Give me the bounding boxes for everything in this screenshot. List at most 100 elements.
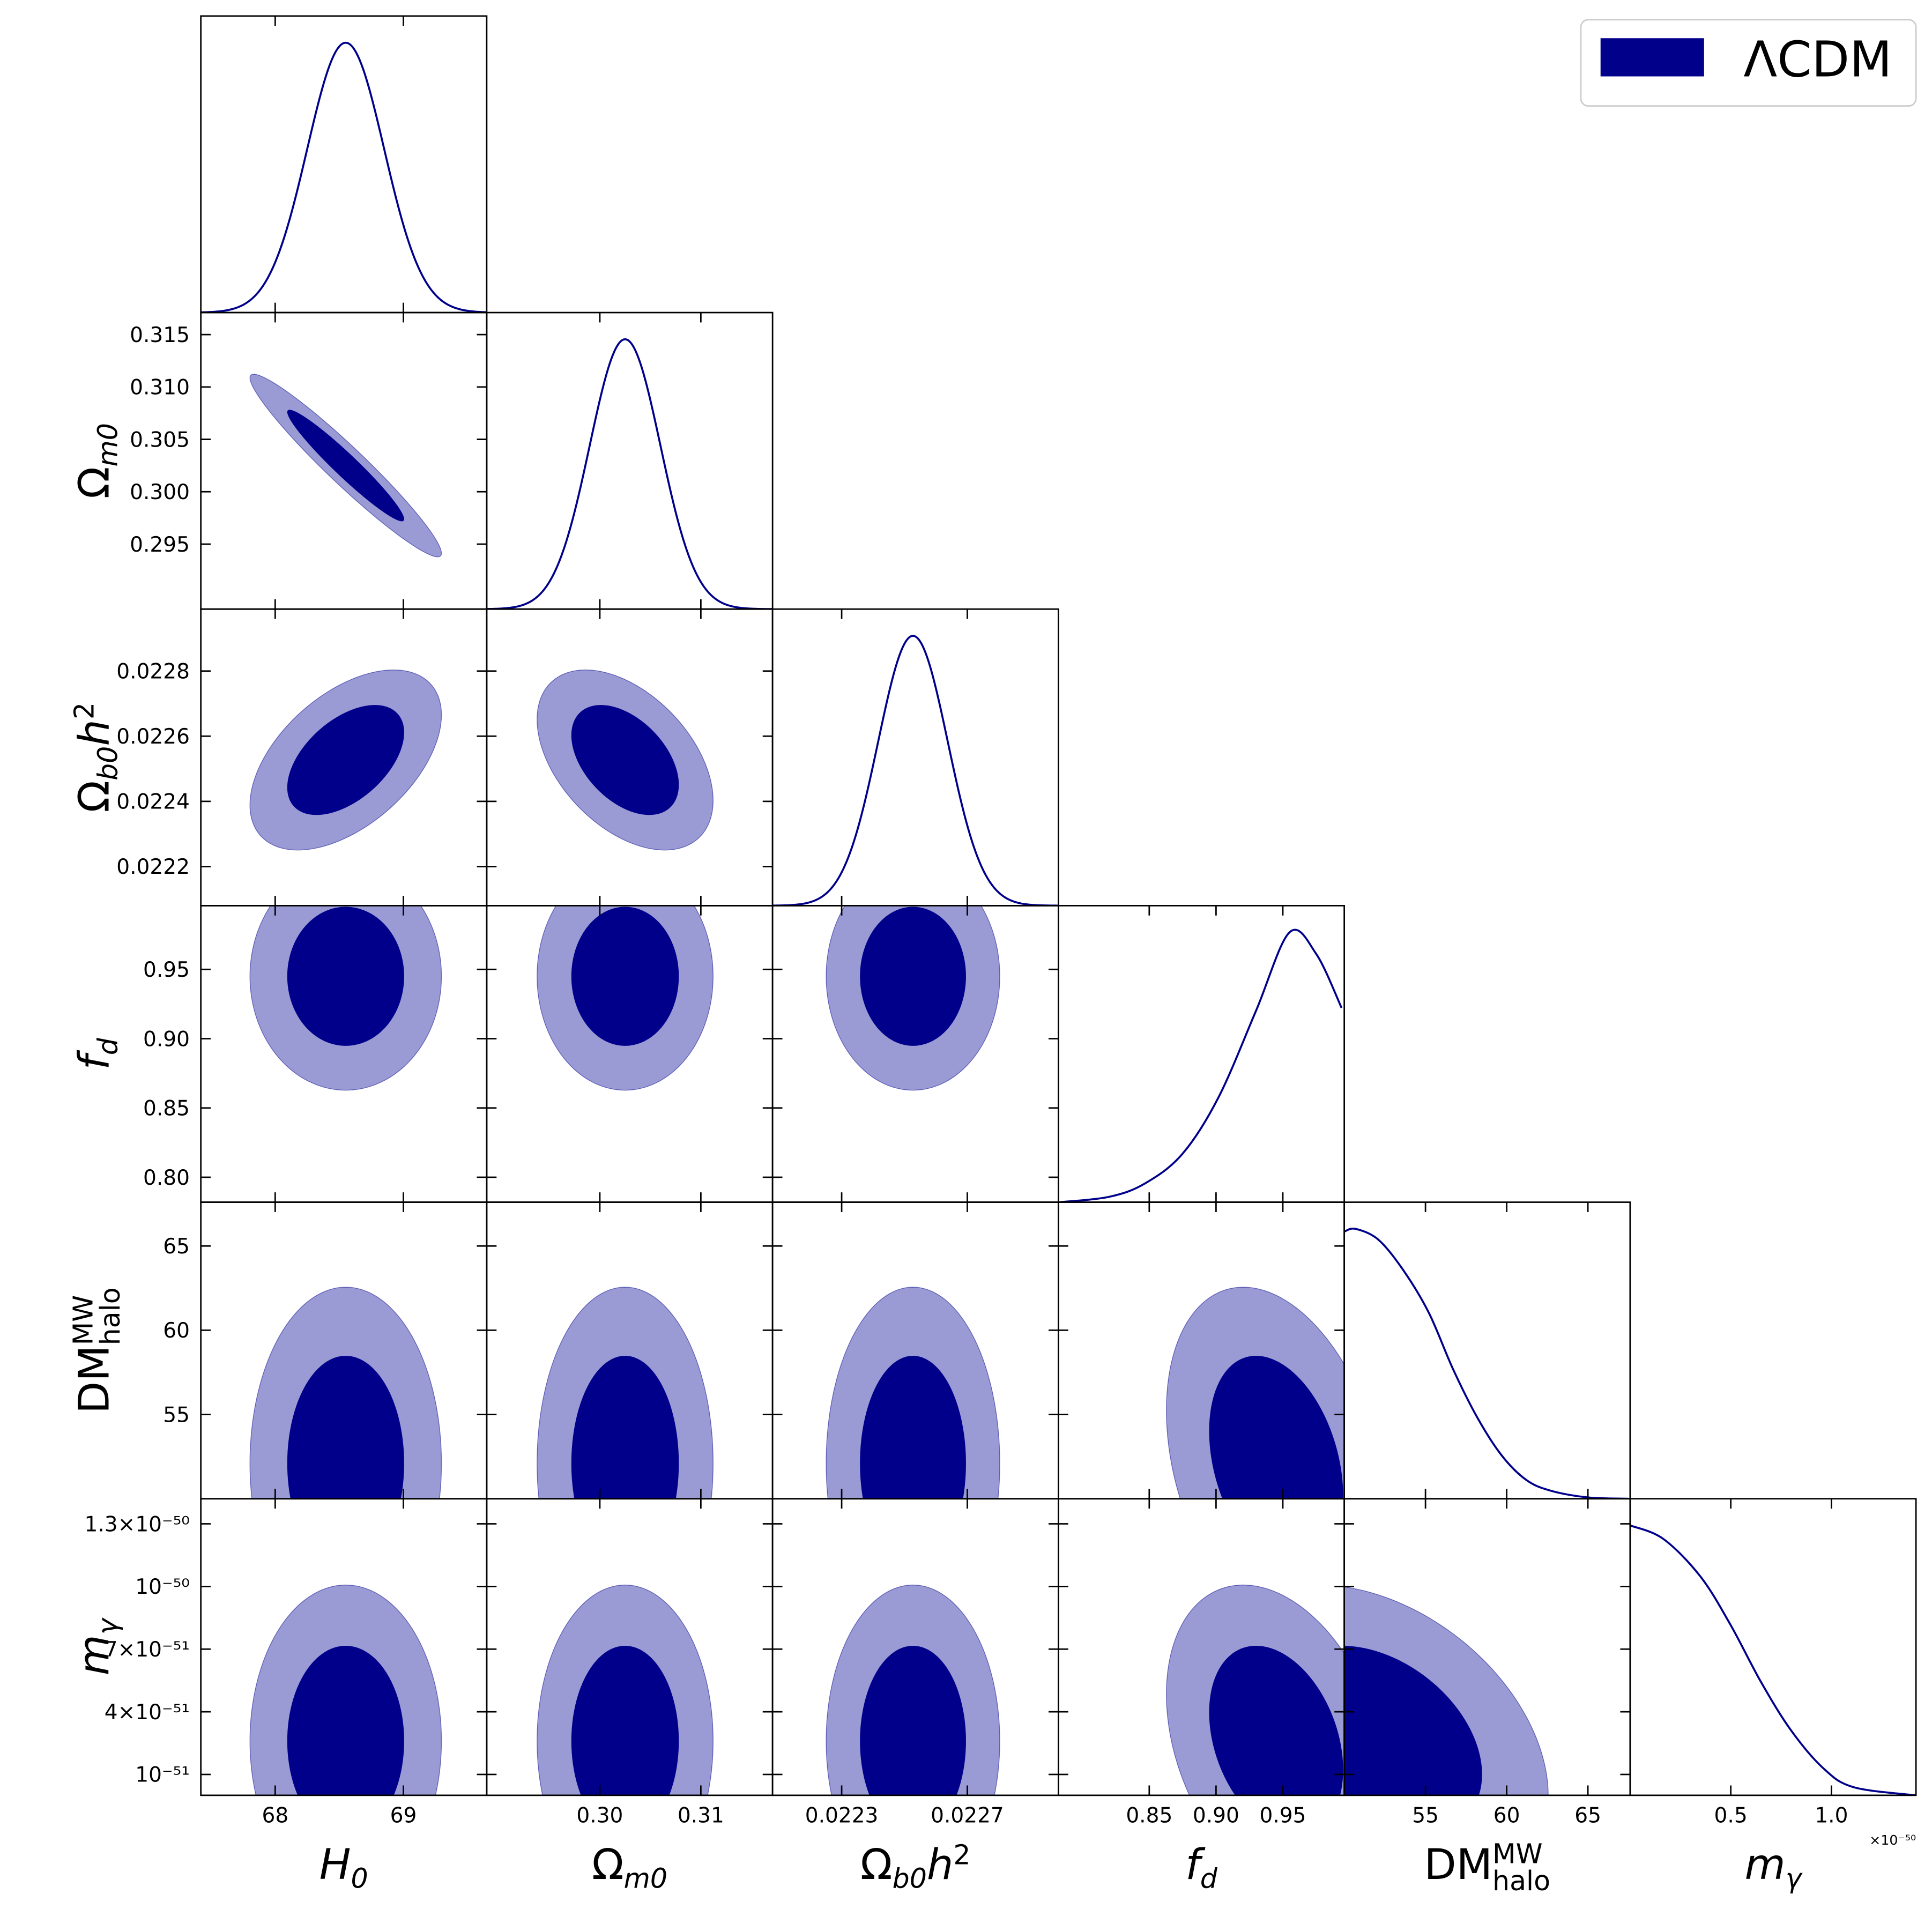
panel — [249, 669, 442, 851]
panel-frame — [486, 311, 774, 610]
y-tick-label: 0.315 — [130, 323, 190, 347]
y-tick-label: 0.0228 — [116, 660, 190, 684]
panel-frame — [1058, 905, 1346, 1203]
contour-68 — [287, 1645, 404, 1795]
axis-label: fd — [70, 1037, 123, 1070]
panel — [1344, 1586, 1549, 1795]
x-tick-label: 0.30 — [576, 1803, 623, 1828]
x-tick-label: 0.31 — [678, 1803, 724, 1828]
axis-label-sub: γ — [1786, 1862, 1803, 1894]
axis-label: Ωm0 — [592, 1840, 667, 1894]
axis-label: mγ — [1744, 1840, 1803, 1894]
panel — [1630, 1524, 1915, 1795]
panel-frame — [1343, 1201, 1631, 1500]
axis-label-sub: m0 — [624, 1862, 667, 1894]
panel — [249, 1584, 442, 1795]
panel — [826, 1584, 1000, 1795]
contour-68 — [1209, 1645, 1343, 1795]
y-tick-label: 0.0224 — [116, 790, 190, 814]
axis-label-main: Ω — [70, 781, 118, 813]
legend-label: ΛCDM — [1743, 31, 1892, 88]
contour-68 — [860, 907, 966, 1046]
x-tick-label: 0.90 — [1193, 1803, 1239, 1828]
contour-68 — [571, 907, 679, 1046]
x-tick-label: 0.0223 — [805, 1803, 879, 1828]
axis-label-main: Ω — [860, 1840, 893, 1889]
axis-label: Ωb0h2 — [860, 1839, 971, 1895]
axis-label-sub: b0 — [92, 746, 123, 781]
contour-68 — [287, 907, 404, 1046]
axis-label-sub: halo — [1492, 1865, 1550, 1897]
axis-label-sub: m0 — [92, 423, 123, 466]
contour-68 — [1209, 1356, 1343, 1499]
x-tick-label: 55 — [1412, 1803, 1439, 1828]
axis-label-sub: d — [92, 1037, 123, 1055]
axis-label-main: m — [70, 1635, 118, 1675]
x-tick-label: 68 — [262, 1803, 288, 1828]
marginal-curve — [200, 41, 487, 313]
panel — [200, 41, 487, 313]
y-tick-label: 0.0222 — [116, 855, 190, 879]
axis-label-sup: MW — [67, 1295, 99, 1346]
axis-label-main: H — [319, 1840, 351, 1889]
marginal-curve — [1344, 1227, 1629, 1499]
axis-label: fd — [1185, 1840, 1218, 1894]
x-tick-label: 0.85 — [1126, 1803, 1172, 1828]
y-tick-label: 0.85 — [143, 1097, 190, 1121]
panel — [537, 905, 714, 1091]
offset-text: ×10⁻⁵⁰ — [1869, 1832, 1916, 1848]
panel-frame — [771, 608, 1059, 907]
axis-label-sub: 0 — [351, 1862, 368, 1894]
panel-frame — [1629, 1498, 1917, 1796]
x-tick-label: 69 — [390, 1803, 417, 1828]
axis-label-sup: 2 — [953, 1839, 970, 1871]
axis-label-sub: halo — [94, 1287, 126, 1345]
axis-label-post: h — [70, 719, 118, 746]
contour-68 — [287, 1356, 404, 1499]
panel — [1166, 1584, 1344, 1795]
y-tick-label: 0.310 — [130, 376, 190, 400]
y-tick-label: 1.3×10⁻⁵⁰ — [84, 1512, 189, 1536]
panel-frame — [200, 15, 488, 314]
panel — [772, 635, 1059, 906]
contour-68 — [571, 705, 679, 815]
marginal-curve — [1059, 928, 1343, 1202]
legend-swatch — [1600, 38, 1704, 77]
axis-label-main: Ω — [592, 1840, 624, 1889]
panel — [249, 905, 442, 1091]
axis-label-sub: b0 — [893, 1862, 927, 1894]
panel — [249, 1287, 442, 1499]
panel — [826, 905, 1000, 1091]
y-tick-label: 0.295 — [130, 533, 190, 557]
axis-label-sub: γ — [92, 1617, 123, 1635]
x-tick-label: 0.0227 — [931, 1803, 1004, 1828]
panel — [537, 669, 714, 851]
y-tick-label: 65 — [163, 1235, 190, 1259]
contour-68 — [860, 1356, 966, 1499]
panel — [249, 374, 442, 558]
axis-label-main: DM — [70, 1345, 118, 1414]
contour-68 — [287, 705, 404, 815]
axis-label-sup: 2 — [69, 702, 100, 719]
axis-label: Ωb0h2 — [69, 702, 124, 813]
axis-label: DMMWhalo — [67, 1287, 126, 1414]
y-tick-label: 4×10⁻⁵¹ — [105, 1700, 190, 1725]
panel — [1344, 1227, 1629, 1499]
y-tick-label: 7×10⁻⁵¹ — [105, 1638, 190, 1662]
contour-68 — [571, 1645, 679, 1795]
contour-68 — [860, 1645, 966, 1795]
x-tick-label: 0.5 — [1714, 1803, 1748, 1828]
axis-label-main: m — [1744, 1840, 1785, 1889]
panel — [486, 338, 773, 610]
axis-label-post: h — [927, 1840, 954, 1889]
panel — [537, 1584, 714, 1795]
x-tick-label: 60 — [1493, 1803, 1520, 1828]
axis-label: mγ — [70, 1617, 123, 1675]
panel — [1166, 1287, 1344, 1499]
y-tick-label: 0.305 — [130, 428, 190, 452]
y-tick-label: 0.0226 — [116, 725, 190, 749]
y-tick-label: 55 — [163, 1403, 190, 1427]
axis-label-sub: d — [1200, 1862, 1218, 1894]
